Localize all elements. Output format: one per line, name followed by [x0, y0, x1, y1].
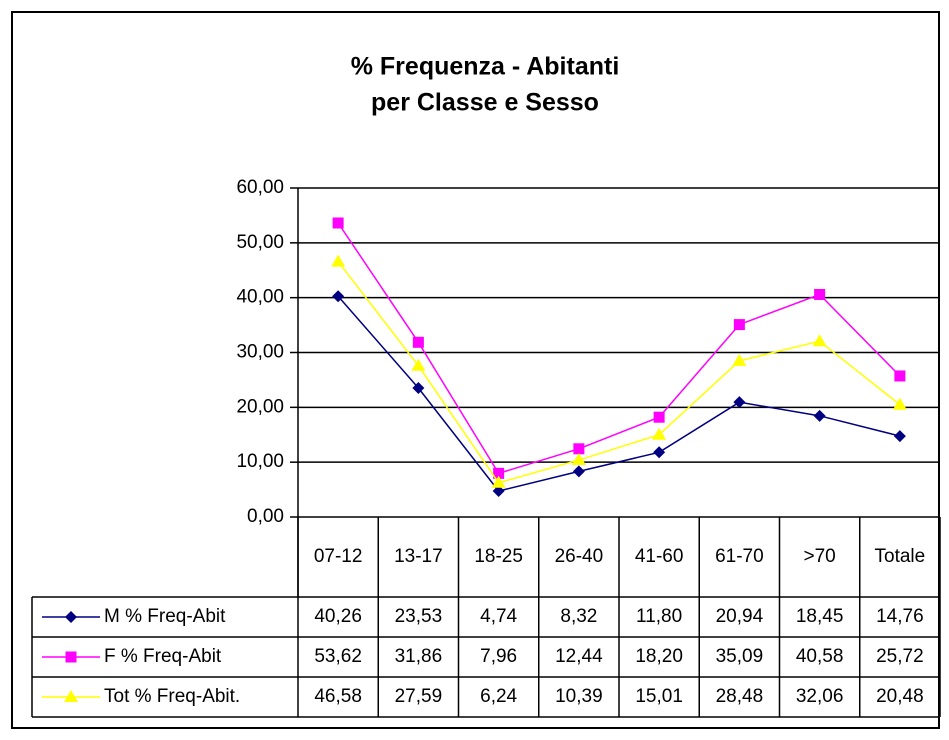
- data-point: [893, 430, 906, 443]
- table-value: 18,45: [796, 606, 844, 627]
- table-value: 15,01: [635, 686, 683, 707]
- data-point: [571, 453, 586, 466]
- table-value: 6,24: [480, 686, 517, 707]
- legend-label: F % Freq-Abit: [104, 646, 222, 667]
- data-point: [814, 288, 826, 300]
- data-point: [653, 411, 665, 423]
- table-value: 14,76: [876, 606, 924, 627]
- table-value: 18,20: [635, 646, 683, 667]
- y-tick-label: 60,00: [236, 177, 284, 198]
- chart-title: per Classe e Sesso: [371, 89, 599, 117]
- data-point: [733, 396, 746, 409]
- data-point: [813, 409, 826, 422]
- legend-label: Tot % Freq-Abit.: [104, 686, 240, 707]
- y-tick-label: 30,00: [236, 342, 284, 363]
- series-line: [337, 261, 901, 484]
- x-tick-label: 13-17: [394, 546, 443, 567]
- table-value: 27,59: [395, 686, 443, 707]
- legend-label: M % Freq-Abit: [104, 606, 226, 627]
- data-point: [733, 319, 745, 331]
- table-value: 53,62: [314, 646, 362, 667]
- table-value: 35,09: [716, 646, 764, 667]
- table-value: 23,53: [395, 606, 443, 627]
- y-tick-label: 50,00: [236, 232, 284, 253]
- table-value: 7,96: [480, 646, 517, 667]
- legend-marker: [65, 611, 77, 623]
- data-point: [332, 217, 344, 229]
- table-value: 8,32: [560, 606, 597, 627]
- legend-marker: [65, 651, 77, 663]
- table-value: 20,94: [716, 606, 764, 627]
- x-tick-label: 61-70: [715, 546, 764, 567]
- table-value: 4,74: [480, 606, 517, 627]
- x-tick-label: 18-25: [474, 546, 523, 567]
- table-value: 40,26: [314, 606, 362, 627]
- chart-title: % Frequenza - Abitanti: [351, 53, 620, 81]
- table-value: 11,80: [636, 606, 682, 627]
- data-point: [812, 334, 827, 347]
- x-tick-label: Totale: [875, 546, 926, 567]
- data-point: [653, 446, 666, 459]
- data-point: [732, 353, 747, 366]
- data-point: [572, 465, 585, 478]
- data-point: [491, 475, 506, 488]
- table-value: 12,44: [555, 646, 603, 667]
- x-tick-label: 41-60: [635, 546, 684, 567]
- data-point: [892, 397, 907, 410]
- table-value: 25,72: [876, 646, 924, 667]
- data-point: [331, 254, 346, 267]
- data-point: [411, 358, 426, 371]
- table-value: 28,48: [716, 686, 764, 707]
- data-point: [652, 427, 667, 440]
- data-point: [332, 290, 345, 303]
- data-point: [412, 381, 425, 394]
- x-tick-label: 26-40: [555, 546, 604, 567]
- x-tick-label: 07-12: [314, 546, 363, 567]
- data-point: [573, 443, 585, 455]
- y-tick-label: 40,00: [236, 287, 284, 308]
- chart-frame: [11, 11, 940, 729]
- series-line: [337, 222, 901, 475]
- table-value: 46,58: [314, 686, 362, 707]
- legend-marker: [64, 690, 78, 702]
- x-tick-label: >70: [804, 546, 836, 567]
- data-point: [894, 370, 906, 382]
- table-value: 40,58: [796, 646, 844, 667]
- data-point: [493, 467, 505, 479]
- table-value: 31,86: [395, 646, 443, 667]
- y-tick-label: 20,00: [236, 396, 284, 417]
- data-point: [412, 336, 424, 348]
- series-line: [337, 295, 901, 492]
- table-value: 20,48: [876, 686, 924, 707]
- y-tick-label: 10,00: [236, 451, 284, 472]
- table-value: 32,06: [796, 686, 844, 707]
- data-point: [492, 485, 505, 498]
- y-tick-label: 0,00: [247, 506, 284, 527]
- table-value: 10,39: [555, 686, 603, 707]
